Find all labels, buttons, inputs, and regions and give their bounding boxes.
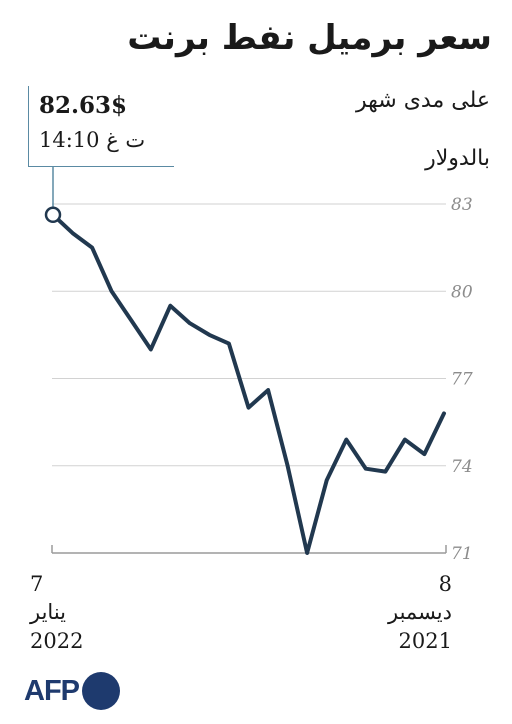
price-series-line xyxy=(51,212,446,555)
y-tick-labels: 83 80 77 74 71 xyxy=(451,195,473,564)
y-tick-label: 71 xyxy=(451,544,473,564)
unit-label: بالدولار xyxy=(425,146,490,171)
price-callout: 82.63$ 14:10 ت غ xyxy=(28,86,174,167)
y-tick-label: 74 xyxy=(451,457,473,477)
chart-subtitle: على مدى شهر xyxy=(356,88,490,113)
y-tick-label: 83 xyxy=(451,195,473,215)
callout-time: 14:10 ت غ xyxy=(39,128,146,152)
afp-logo-text: AFP xyxy=(24,674,80,707)
end-date-day: 7 xyxy=(30,572,44,596)
end-date-label: 7 يناير 2022 xyxy=(30,570,120,655)
end-date-year: 2022 xyxy=(30,628,84,653)
start-date-month: ديسمبر xyxy=(388,600,452,625)
start-date-label: 8 ديسمبر 2021 xyxy=(342,570,452,655)
end-date-month: يناير xyxy=(30,600,67,625)
callout-price: 82.63$ xyxy=(39,92,128,119)
grid-lines xyxy=(51,203,447,554)
latest-price-point xyxy=(44,206,62,224)
afp-logo: AFP xyxy=(24,672,120,710)
start-date-day: 8 xyxy=(438,572,452,596)
start-date-year: 2021 xyxy=(398,628,452,653)
afp-logo-dot-icon xyxy=(82,672,120,710)
y-tick-label: 80 xyxy=(451,282,473,302)
y-tick-label: 77 xyxy=(451,370,473,390)
chart-title: سعر برميل نفط برنت xyxy=(127,18,492,58)
